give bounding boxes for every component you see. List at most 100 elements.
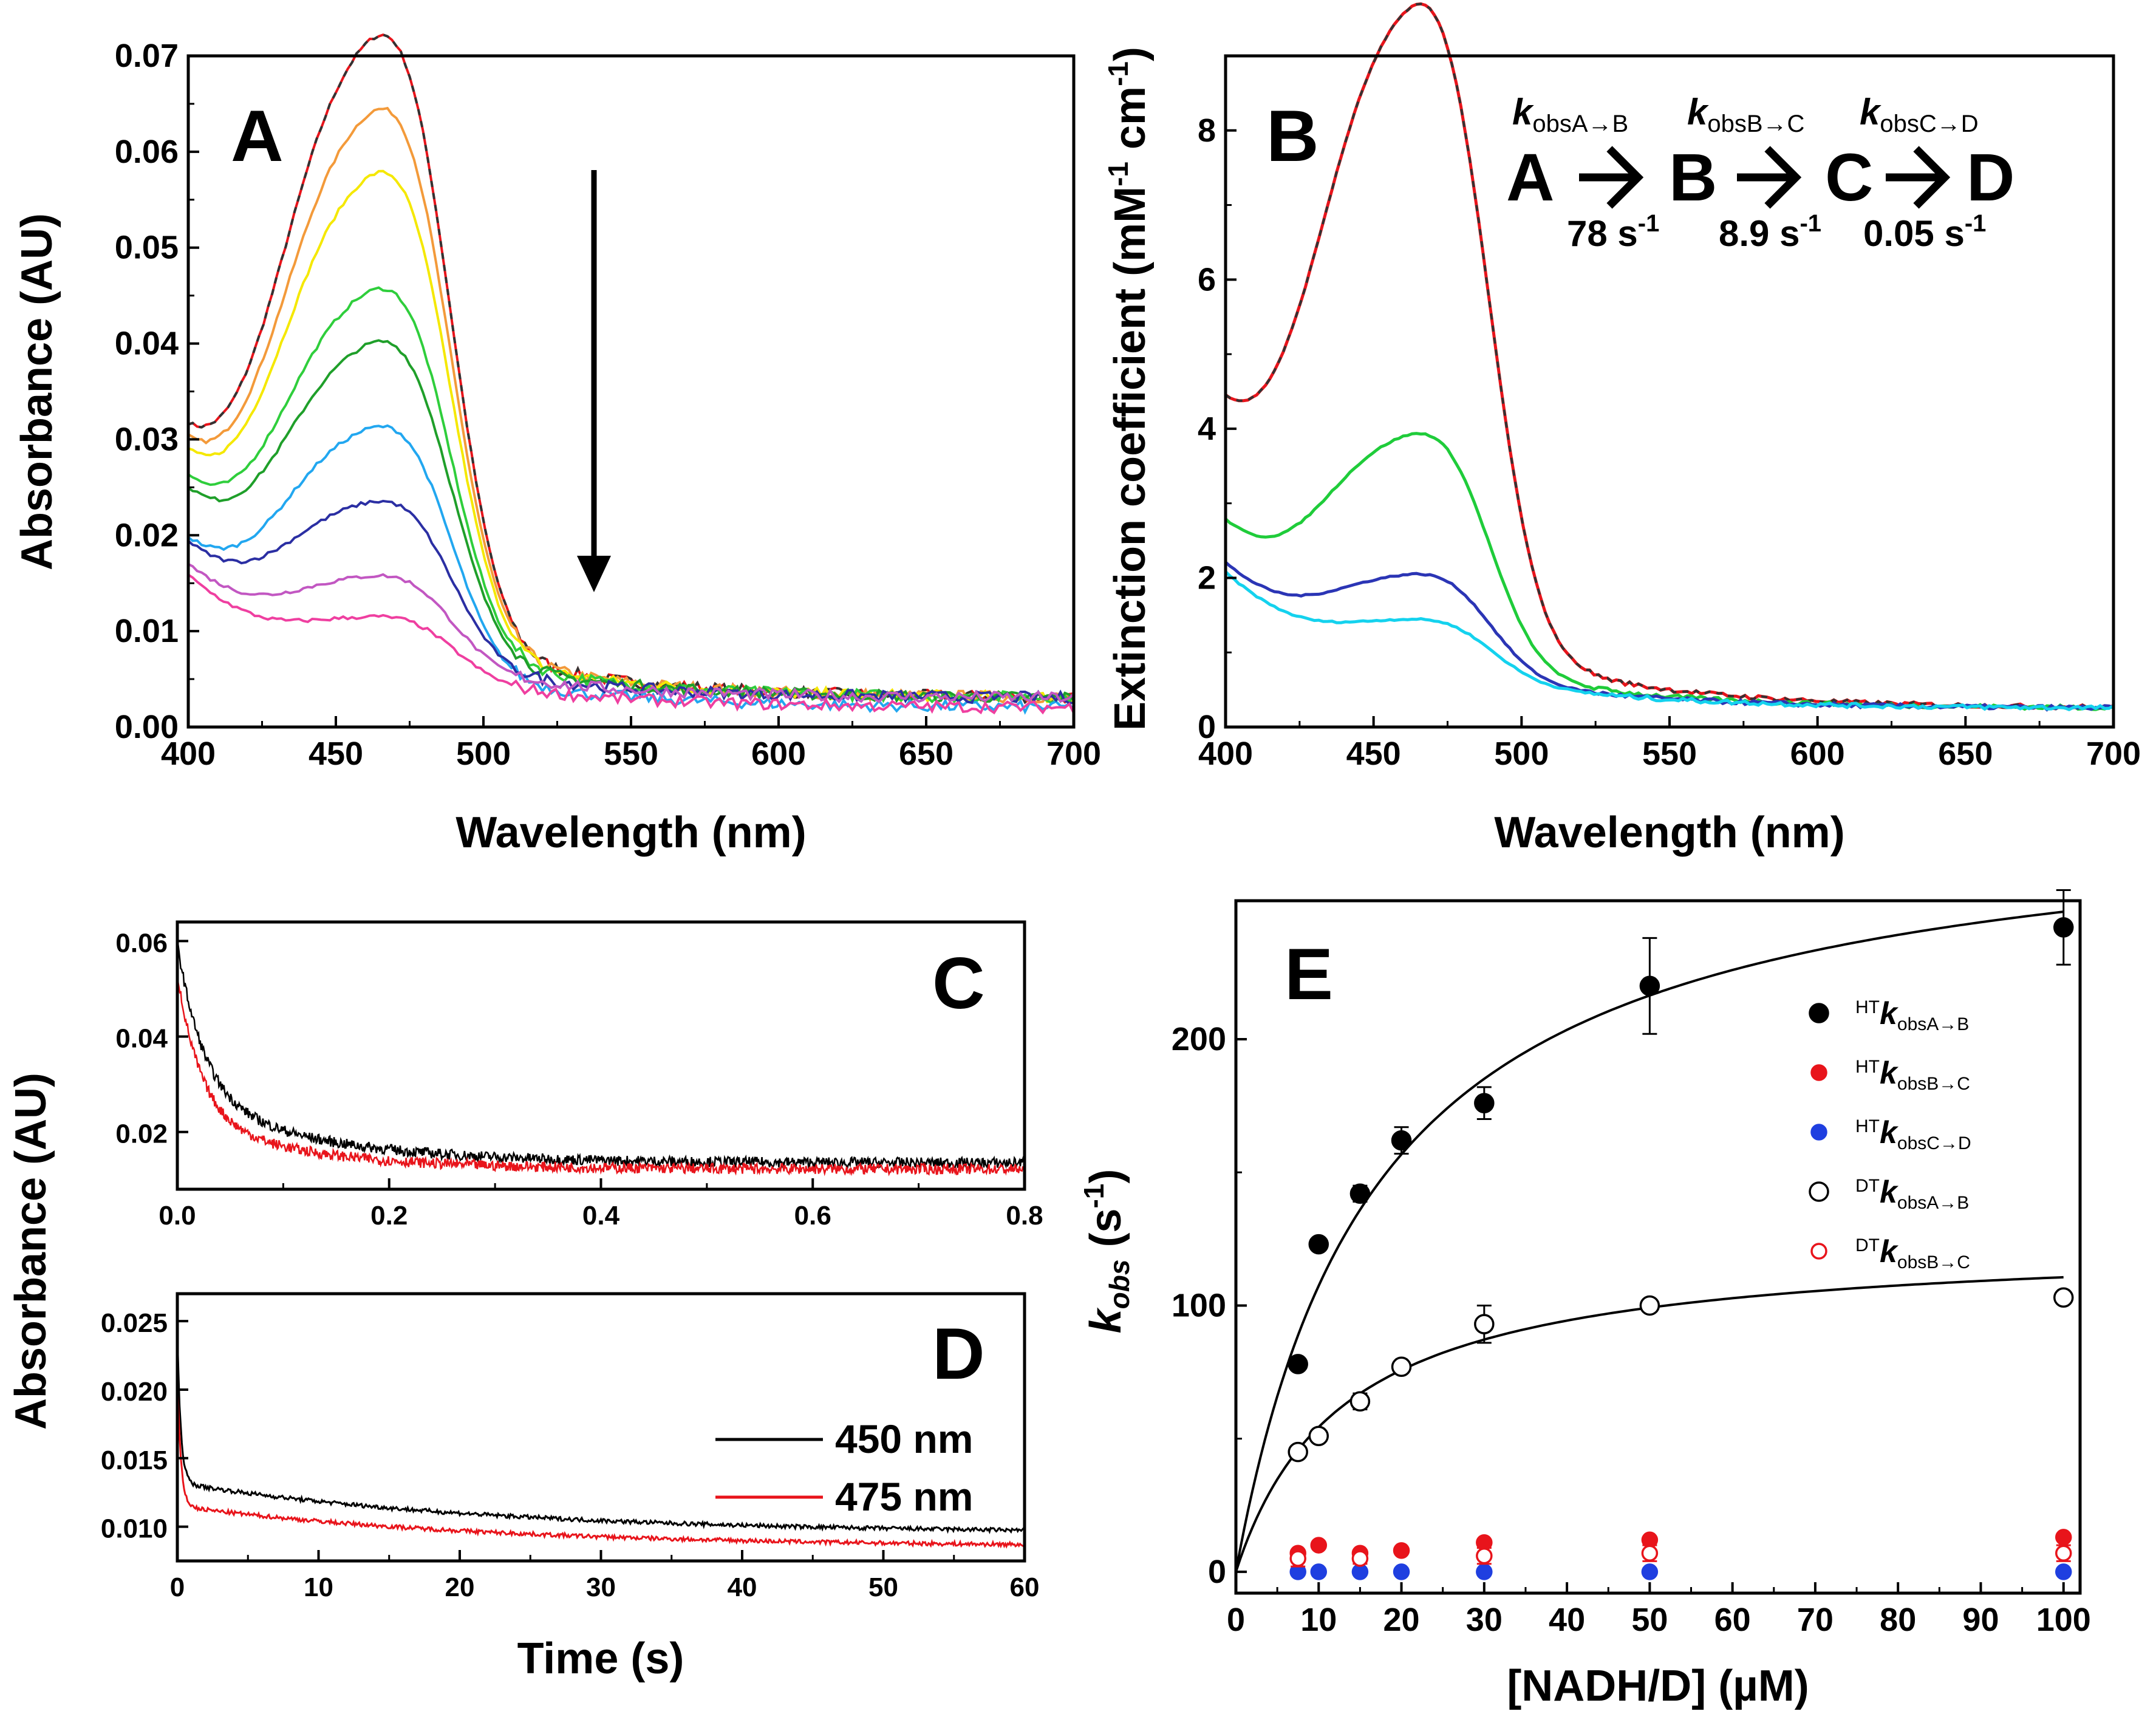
x-tick-label: 550 (1642, 736, 1697, 772)
point-HT-kobsC→D (1476, 1563, 1493, 1580)
x-tick-label: 450 (309, 736, 363, 772)
x-tick-label: 0.6 (794, 1201, 831, 1231)
x-tick-label: 30 (586, 1572, 616, 1602)
point-HT-kobsB→C (1393, 1542, 1410, 1559)
point-HT-kobsA→B (1288, 1354, 1308, 1374)
trace-450-nm (176, 939, 1025, 1170)
panel-e-legend: HTkobsA→BHTkobsB→CHTkobsC→DDTkobsA→BDTko… (1809, 996, 1971, 1272)
panel-e-ticks: 0 10 20 30 40 50 60 70 80 90 100 0 100 200 (1172, 1021, 2091, 1638)
legend-k: k (1880, 1234, 1899, 1269)
y-tick-label: 200 (1172, 1021, 1226, 1057)
y-tick-label: 0.020 (101, 1377, 168, 1407)
x-tick-label: 30 (1466, 1602, 1503, 1638)
legend-sub: obsB→C (1897, 1074, 1970, 1094)
scheme-arrow-1 (1579, 146, 1644, 209)
panel-cd-ylabel: Absorbance (AU) (7, 1073, 55, 1430)
species-fit-dashed (1224, 2, 2114, 711)
x-tick-label: 650 (899, 736, 953, 772)
panel-b-ylabel-sup2: -1 (1102, 61, 1134, 86)
scheme-k1-sub: obsA→B (1532, 111, 1628, 137)
y-tick-label: 2 (1198, 559, 1216, 596)
point-DT-kobsB→C (2055, 1545, 2072, 1562)
point-DT-kobsB→C (1289, 1550, 1306, 1567)
panel-a-ticks: 400 450 500 550 600 650 700 0.00 0.01 0.02 0.03 0.0… (115, 38, 1101, 772)
scheme-species-a: A (1506, 140, 1554, 215)
panel-d-xlabel: Time (s) (517, 1634, 684, 1683)
legend-sup: HT (1855, 1116, 1880, 1136)
x-tick-label: 20 (445, 1572, 475, 1602)
x-tick-label: 50 (868, 1572, 898, 1602)
panel-a-spectra (187, 33, 1075, 715)
point-HT-kobsC→D (2055, 1563, 2072, 1580)
scheme-rate-2-value: 8.9 s (1719, 213, 1800, 254)
panel-b-ylabel: Extinction coefficient (mM-1 cm-1) (1102, 47, 1155, 731)
trace-475-nm (176, 970, 1025, 1176)
legend-entry: HTkobsC→D (1855, 1115, 1971, 1153)
scheme-k3: kobsC→D (1860, 92, 1979, 137)
x-tick-label: 0.0 (159, 1201, 196, 1231)
y-tick-label: 0.01 (115, 613, 179, 649)
spectrum-t8 (187, 573, 1075, 715)
legend-entry: HTkobsB→C (1855, 1056, 1970, 1094)
species-spectrum-D (1224, 570, 2115, 712)
point-DT-kobsB→C (1351, 1550, 1369, 1567)
x-tick-label: 90 (1962, 1602, 1999, 1638)
point-DT-kobsA→B (1639, 1295, 1660, 1316)
spectrum-t1 (188, 106, 1075, 704)
panel-e-ylabel: kobs (s-1) (1078, 1169, 1135, 1334)
scheme-k3-k: k (1860, 92, 1881, 132)
scheme-species-b: B (1669, 140, 1717, 215)
x-tick-label: 20 (1383, 1602, 1420, 1638)
panel-b-label: B (1266, 95, 1319, 177)
legend-marker (1810, 1064, 1827, 1081)
x-tick-label: 500 (1494, 736, 1549, 772)
scheme-rate-1-sup: -1 (1638, 210, 1660, 237)
y-tick-label: 0.06 (115, 928, 168, 958)
panel-d-legend: 450 nm 475 nm (715, 1416, 973, 1519)
y-tick-label: 0.03 (115, 421, 179, 457)
legend-450-label: 450 nm (835, 1416, 973, 1461)
scheme-k2: kobsB→C (1687, 92, 1804, 137)
y-tick-label: 0.00 (115, 709, 179, 745)
x-tick-label: 0.2 (370, 1201, 408, 1231)
y-tick-label: 0.025 (101, 1308, 168, 1338)
point-HT-kobsA→B (1308, 1234, 1329, 1255)
x-tick-label: 700 (2086, 736, 2141, 772)
scheme-rate-1-value: 78 s (1567, 213, 1638, 254)
panel-b: 400 450 500 550 600 650 700 0 2 4 6 8 B Extinction … (1102, 2, 2141, 857)
point-HT-kobsA→B (1639, 975, 1660, 997)
x-tick-label: 60 (1714, 1602, 1751, 1638)
scheme-species-d: D (1967, 140, 2014, 215)
legend-entry: HTkobsA→B (1855, 996, 1969, 1034)
y-tick-label: 0 (1208, 1554, 1226, 1590)
x-tick-label: 650 (1938, 736, 1993, 772)
panel-d: 0 10 20 30 40 50 60 0.010 0.015 0.020 0.025 D 450 … (7, 1073, 1039, 1683)
spectrum-t6 (187, 499, 1074, 705)
legend-sup: HT (1855, 1057, 1880, 1077)
point-DT-kobsA→B (1349, 1391, 1371, 1412)
x-tick-label: 60 (1010, 1572, 1040, 1602)
point-HT-kobsA→B (1474, 1093, 1495, 1113)
scheme-k3-sub: obsC→D (1880, 111, 1978, 137)
x-tick-label: 450 (1346, 736, 1401, 772)
y-tick-label: 8 (1198, 112, 1216, 149)
panel-e-ylabel-end: ) (1082, 1169, 1130, 1184)
species-spectrum-B (1224, 432, 2114, 711)
x-tick-label: 10 (304, 1572, 333, 1602)
species-spectrum-A (1224, 2, 2115, 711)
x-tick-label: 400 (161, 736, 216, 772)
scheme-k1-k: k (1512, 92, 1534, 132)
panel-e-ylabel-sup: -1 (1078, 1184, 1110, 1209)
panel-e-ylabel-k: k (1082, 1306, 1130, 1333)
x-tick-label: 550 (604, 736, 658, 772)
scheme-arrow-2 (1737, 146, 1802, 209)
point-HT-kobsC→D (1641, 1563, 1659, 1580)
scheme-k2-sub: obsB→C (1707, 111, 1804, 137)
legend-marker (1810, 1124, 1827, 1141)
x-tick-label: 0.8 (1006, 1201, 1043, 1231)
spectrum-t0 (188, 33, 1074, 705)
kinetic-scheme: kobsA→B kobsB→C kobsC→D A B C D 78 s-1 8… (1506, 92, 2014, 254)
x-tick-label: 600 (751, 736, 806, 772)
y-tick-label: 0.07 (115, 38, 179, 74)
point-HT-kobsA→B (1349, 1183, 1371, 1204)
